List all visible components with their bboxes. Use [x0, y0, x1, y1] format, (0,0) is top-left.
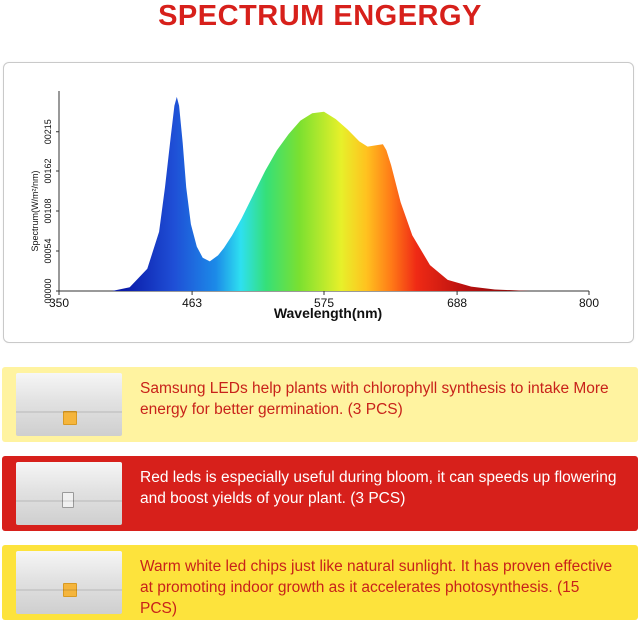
spectrum-chart-card: 350 463 575 688 800 00000 00054 00108 00162 00215…: [3, 62, 634, 343]
samsung-led-description: Samsung LEDs help plants with chlorophyl…: [140, 380, 609, 418]
x-tick-label: 463: [182, 296, 202, 310]
page-title: SPECTRUM ENGERGY: [158, 0, 482, 32]
x-axis-label: Wavelength(nm): [274, 305, 382, 321]
red-led-chip-icon: [62, 492, 74, 508]
x-tick-label: 800: [579, 296, 599, 310]
x-tick-label: 575: [314, 296, 334, 310]
led-strip-image: [16, 462, 122, 525]
y-axis-label: Spectrum(W/m²/nm): [30, 170, 40, 251]
x-tick-label: 350: [49, 296, 69, 310]
red-led-description: Red leds is especially useful during blo…: [140, 469, 617, 507]
spectrum-chart: 350 463 575 688 800 00000 00054 00108 00162 00215…: [30, 91, 599, 321]
x-tick-label: 688: [447, 296, 467, 310]
red-led-band: Red leds is especially useful during blo…: [2, 456, 638, 531]
led-strip-image: [16, 373, 122, 436]
warm-white-led-band: Warm white led chips just like natural s…: [2, 545, 638, 620]
led-strip-image: [16, 551, 122, 614]
warm-white-led-chip-icon: [63, 583, 77, 597]
warm-white-led-chip-icon: [63, 411, 77, 425]
y-tick-label: 00162: [43, 158, 53, 183]
chart-ticks: 350 463 575 688 800 00000 00054 00108 00162 00215: [43, 119, 599, 310]
y-tick-label: 00215: [43, 119, 53, 144]
samsung-led-band: Samsung LEDs help plants with chlorophyl…: [2, 367, 638, 442]
spectrum-area-layer: [59, 96, 589, 292]
warm-white-led-description: Warm white led chips just like natural s…: [140, 558, 613, 617]
y-tick-label: 00054: [43, 238, 53, 263]
y-tick-label: 00108: [43, 198, 53, 223]
y-tick-label: 00000: [43, 278, 53, 303]
spectrum-area: [59, 96, 589, 292]
